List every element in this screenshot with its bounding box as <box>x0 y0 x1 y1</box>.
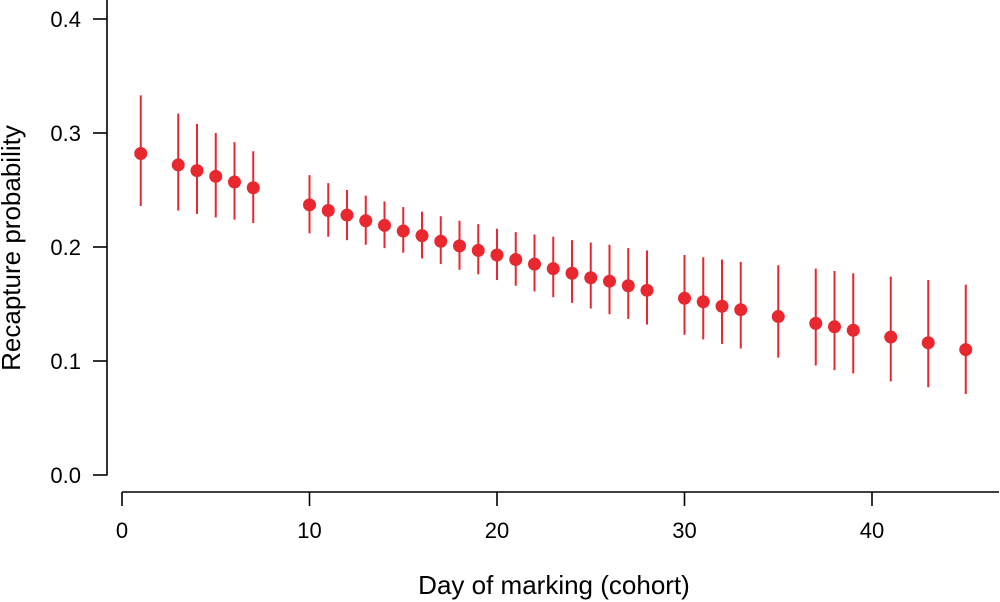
y-tick-label: 0.4 <box>50 7 81 32</box>
data-point <box>921 336 935 350</box>
x-tick-label: 20 <box>485 518 509 543</box>
y-axis-ticks: 0.0 0.1 0.2 0.3 0.4 <box>50 7 107 488</box>
data-point <box>340 208 354 222</box>
y-tick-label: 0.1 <box>50 349 81 374</box>
data-point <box>696 295 710 309</box>
data-point <box>171 158 185 172</box>
data-point <box>321 204 335 218</box>
data-point <box>603 274 616 288</box>
data-point <box>134 147 148 161</box>
data-point <box>959 343 973 357</box>
data-point <box>434 234 448 248</box>
y-tick-label: 0.3 <box>50 121 81 146</box>
data-point <box>378 218 391 232</box>
data-point <box>809 316 823 330</box>
data-point <box>734 303 748 317</box>
data-point <box>209 169 223 183</box>
x-tick-label: 10 <box>297 518 321 543</box>
data-point <box>471 243 485 257</box>
data-point <box>246 181 260 195</box>
x-axis-label: Day of marking (cohort) <box>418 570 690 600</box>
data-point <box>228 175 241 189</box>
y-axis-label: Recapture probability <box>0 125 26 371</box>
data-point <box>715 299 729 313</box>
data-point <box>884 330 898 344</box>
data-point <box>621 279 635 293</box>
data-point <box>846 323 860 337</box>
x-tick-label: 30 <box>672 518 696 543</box>
data-point <box>528 257 541 271</box>
data-point <box>396 224 410 238</box>
data-point <box>509 253 523 267</box>
data-point <box>490 248 504 262</box>
x-tick-label: 40 <box>860 518 884 543</box>
data-point <box>359 214 373 228</box>
x-axis-ticks: 0 10 20 30 40 <box>116 492 884 543</box>
data-point <box>565 266 579 280</box>
y-tick-label: 0.0 <box>50 463 81 488</box>
data-point <box>303 198 316 212</box>
data-points <box>134 95 973 395</box>
data-point <box>546 262 560 276</box>
data-point <box>771 310 785 324</box>
data-point <box>678 291 691 305</box>
axes: 0.0 0.1 0.2 0.3 0.4 0 10 20 30 40 <box>50 0 999 543</box>
data-point <box>828 320 841 334</box>
data-point <box>453 239 466 253</box>
data-point <box>415 229 429 243</box>
x-tick-label: 0 <box>116 518 128 543</box>
y-tick-label: 0.2 <box>50 235 81 260</box>
data-point <box>640 283 654 297</box>
data-point <box>584 271 598 285</box>
data-point <box>190 164 204 178</box>
